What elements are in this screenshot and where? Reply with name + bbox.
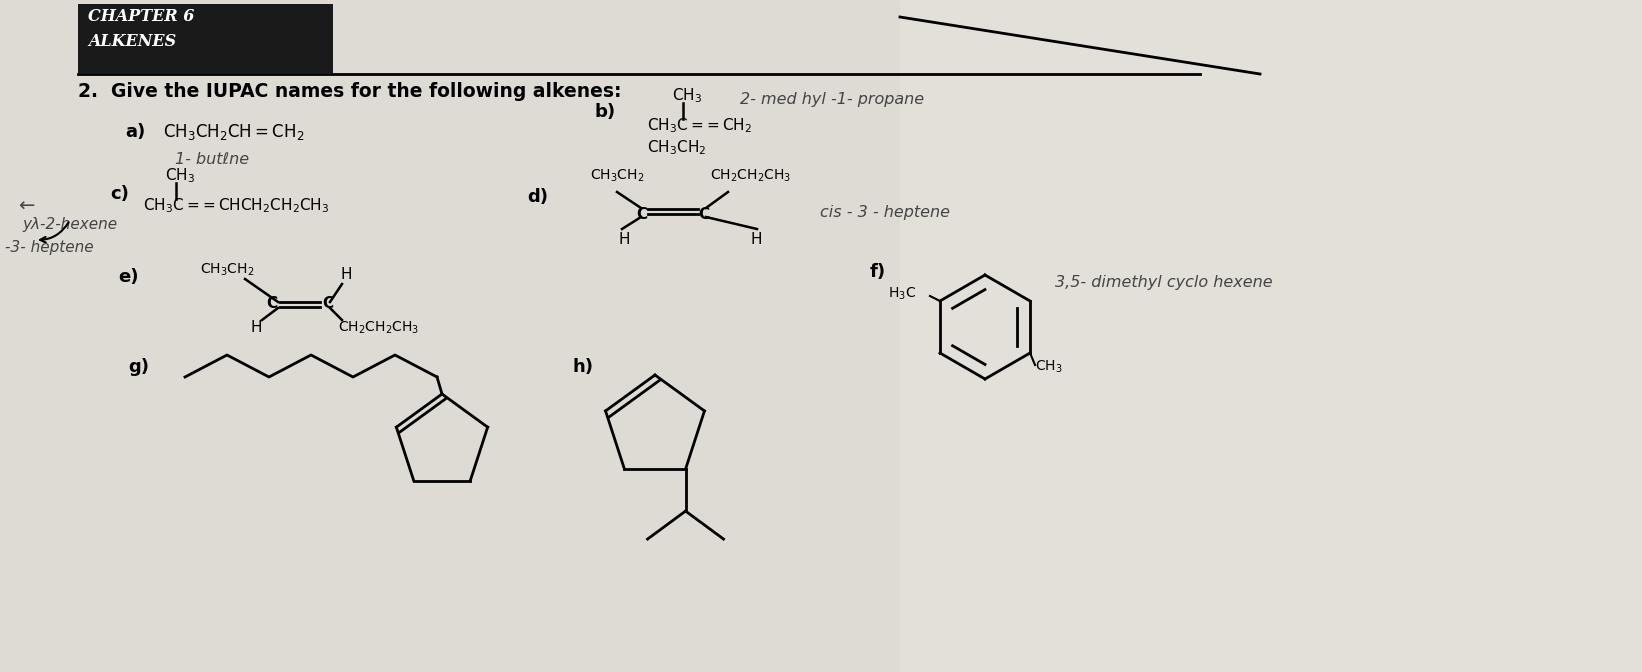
Text: $\mathregular{CH_3}$: $\mathregular{CH_3}$ — [672, 86, 703, 105]
Text: H: H — [340, 267, 351, 282]
Text: f): f) — [870, 263, 887, 281]
Text: a): a) — [125, 123, 144, 141]
Text: $\mathregular{CH_3CH_2}$: $\mathregular{CH_3CH_2}$ — [647, 138, 706, 157]
Text: cis - 3 - heptene: cis - 3 - heptene — [819, 205, 951, 220]
Text: $\mathregular{CH_3CH_2}$: $\mathregular{CH_3CH_2}$ — [200, 262, 255, 278]
FancyBboxPatch shape — [79, 4, 333, 74]
Text: 3,5- dimethyl cyclo hexene: 3,5- dimethyl cyclo hexene — [1056, 275, 1273, 290]
Polygon shape — [900, 0, 1642, 672]
Text: C: C — [266, 296, 277, 311]
Text: c): c) — [110, 185, 128, 203]
Text: H: H — [750, 232, 762, 247]
Text: $\mathregular{CH_3CH_2}$: $\mathregular{CH_3CH_2}$ — [589, 168, 644, 184]
Text: 2.  Give the IUPAC names for the following alkenes:: 2. Give the IUPAC names for the followin… — [79, 82, 622, 101]
Text: b): b) — [594, 103, 616, 121]
Text: ALKENES: ALKENES — [89, 33, 176, 50]
Text: h): h) — [573, 358, 594, 376]
Text: C: C — [322, 296, 333, 311]
Text: g): g) — [128, 358, 149, 376]
Text: $\mathregular{CH_3}$: $\mathregular{CH_3}$ — [1034, 359, 1062, 376]
Text: $\mathregular{CH_3CH_2CH{=}CH_2}$: $\mathregular{CH_3CH_2CH{=}CH_2}$ — [163, 122, 304, 142]
Text: ←: ← — [18, 197, 34, 216]
Text: 1- butℓne: 1- butℓne — [176, 152, 250, 167]
Text: $\mathregular{CH_2CH_2CH_3}$: $\mathregular{CH_2CH_2CH_3}$ — [338, 320, 419, 337]
Text: $\mathregular{H_3C}$: $\mathregular{H_3C}$ — [888, 286, 916, 302]
Text: H: H — [250, 320, 261, 335]
Text: C: C — [635, 207, 647, 222]
Text: -3- heptene: -3- heptene — [5, 240, 94, 255]
Text: e): e) — [118, 268, 138, 286]
Text: $\mathregular{CH_2CH_2CH_3}$: $\mathregular{CH_2CH_2CH_3}$ — [709, 168, 791, 184]
Text: $\mathregular{CH_3C{=\!=}CHCH_2CH_2CH_3}$: $\mathregular{CH_3C{=\!=}CHCH_2CH_2CH_3}… — [143, 196, 330, 214]
Text: уλ-2-hexene: уλ-2-hexene — [21, 217, 117, 232]
Text: C: C — [698, 207, 709, 222]
Text: H: H — [617, 232, 629, 247]
Text: CHAPTER 6: CHAPTER 6 — [89, 8, 194, 25]
Text: $\mathregular{CH_3}$: $\mathregular{CH_3}$ — [164, 166, 195, 185]
Text: $\mathregular{CH_3C{=\!=}CH_2}$: $\mathregular{CH_3C{=\!=}CH_2}$ — [647, 116, 752, 134]
Text: d): d) — [527, 188, 548, 206]
Text: 2- med hyl -1- propane: 2- med hyl -1- propane — [741, 92, 924, 107]
